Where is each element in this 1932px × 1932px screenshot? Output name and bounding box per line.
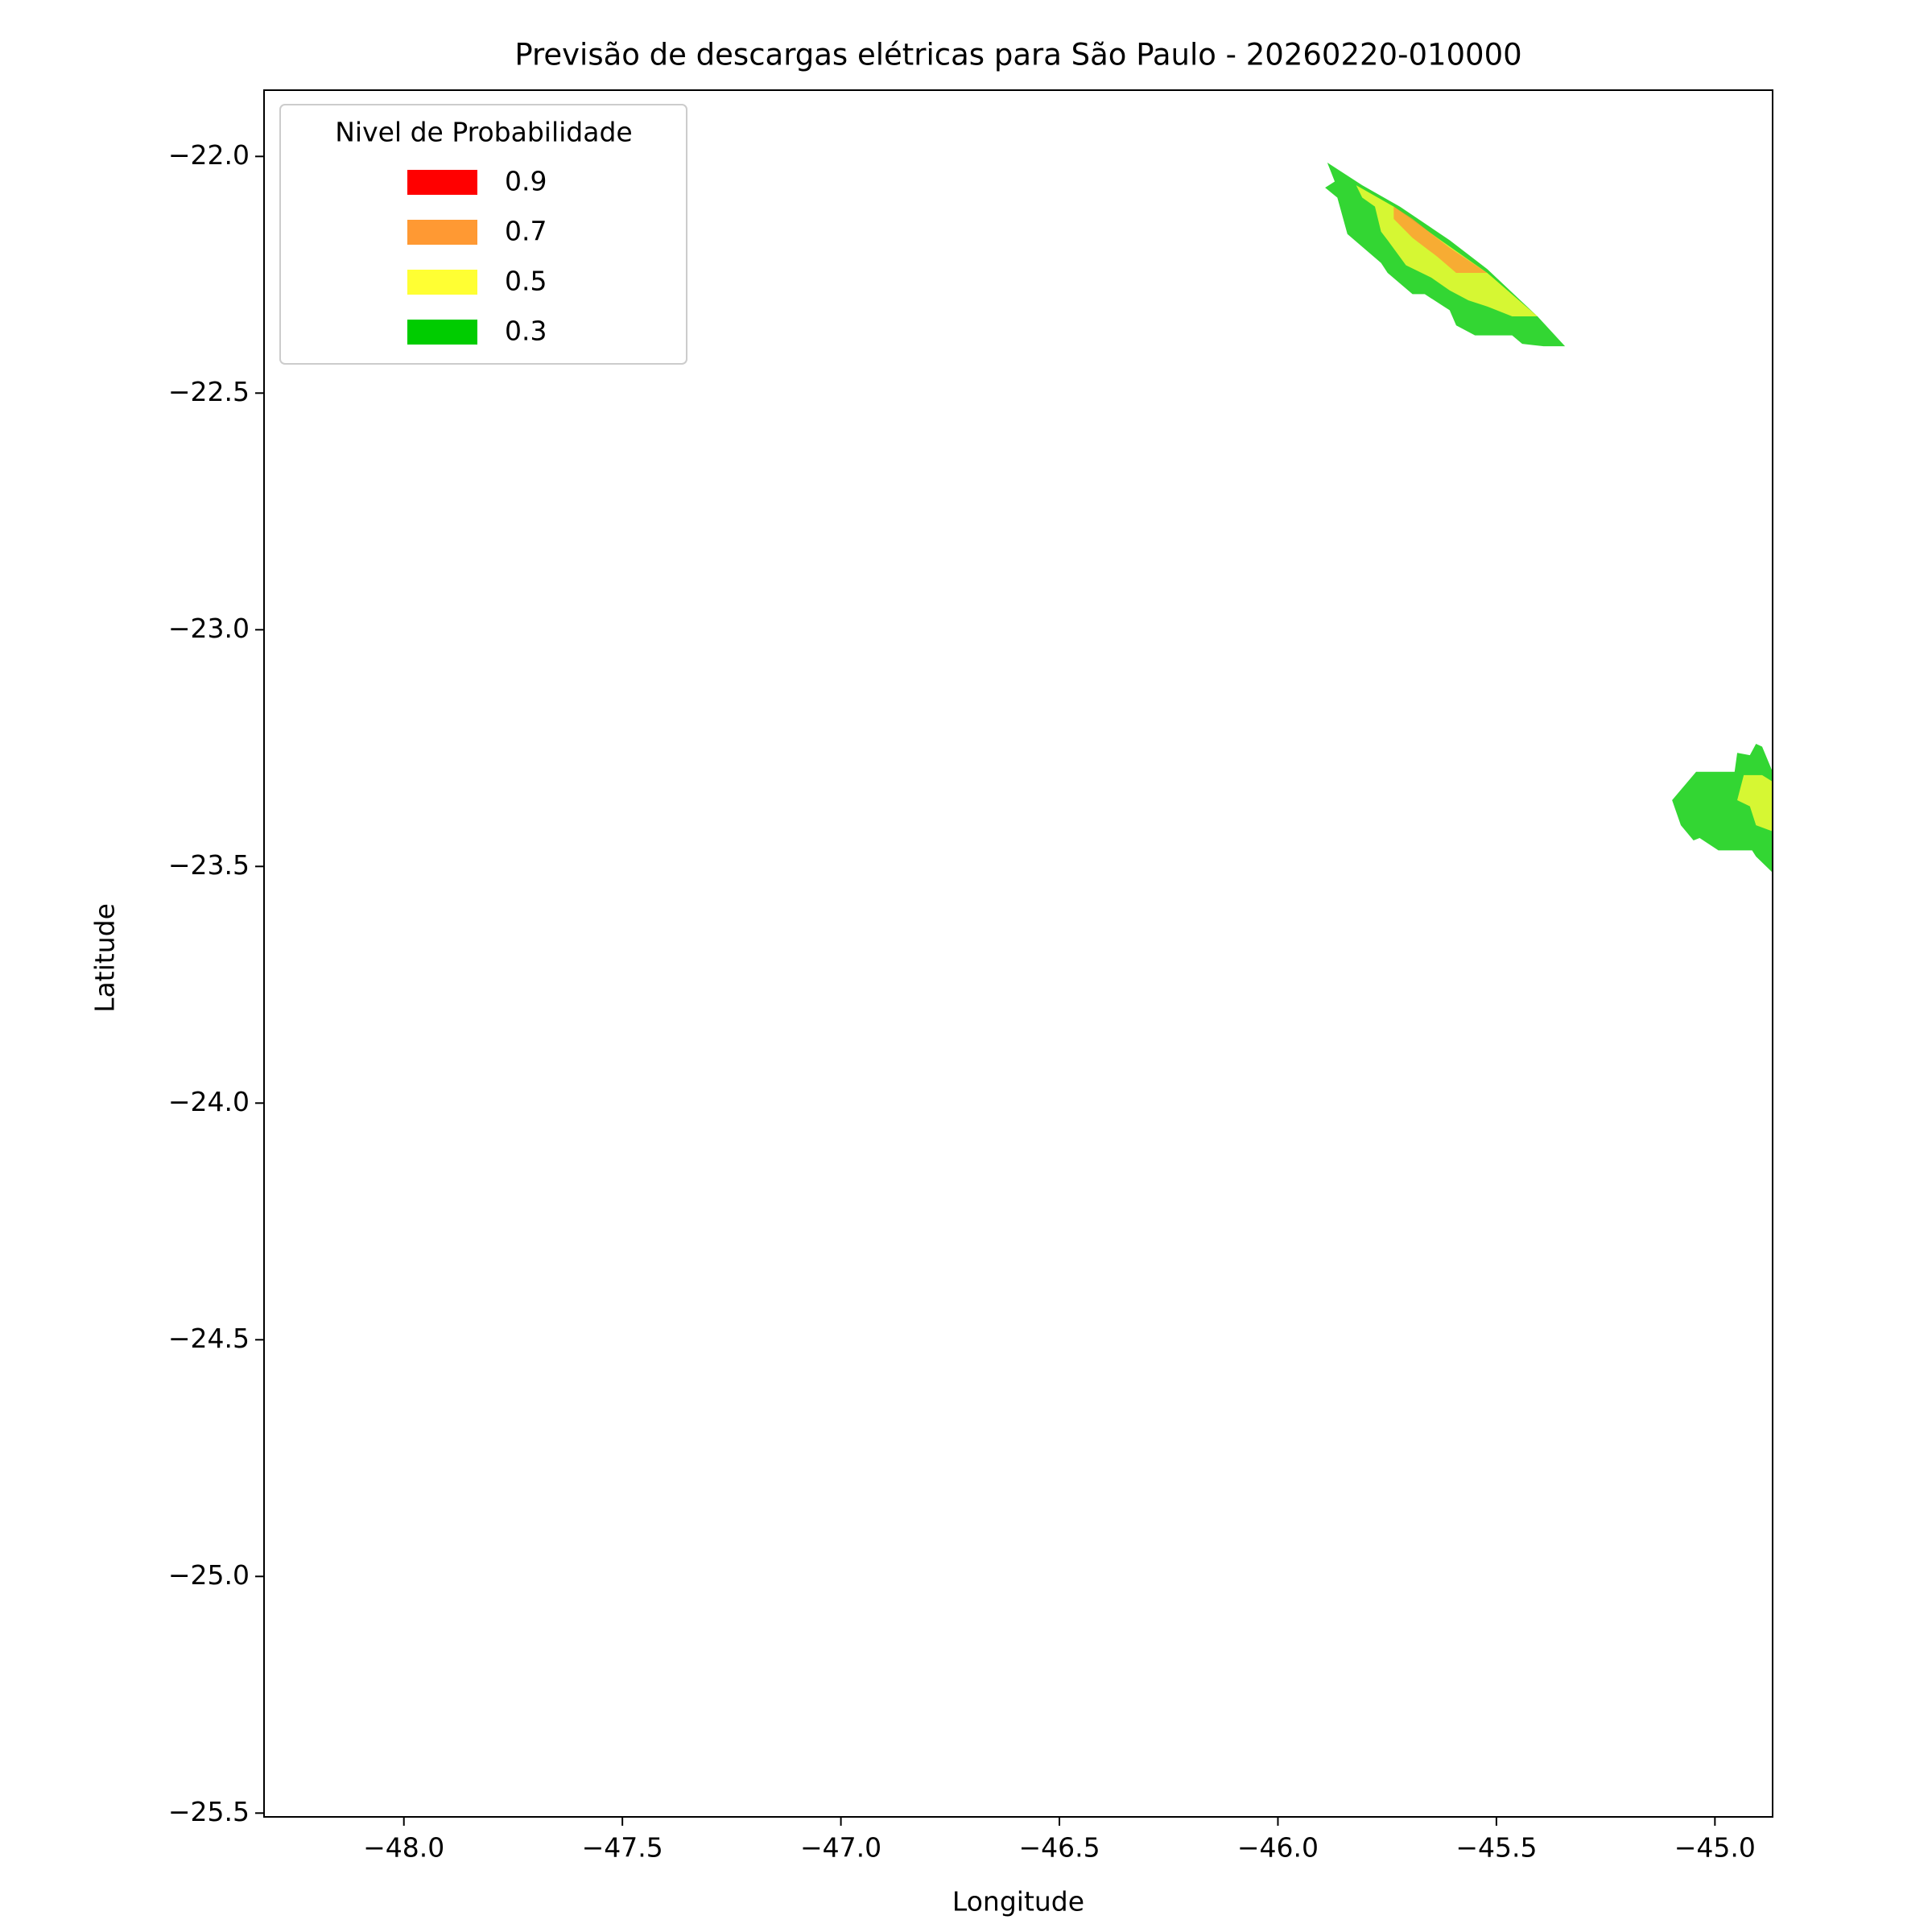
x-tick-label: −47.0 [800, 1832, 881, 1864]
y-tick-label: −25.5 [168, 1796, 250, 1827]
y-tick-label: −22.5 [168, 376, 250, 407]
plot-frame [263, 89, 1773, 1818]
y-tick-label: −24.5 [168, 1323, 250, 1354]
x-tick-label: −46.5 [1018, 1832, 1100, 1864]
y-axis-label: Latitude [89, 903, 121, 1013]
x-tick-label: −45.0 [1674, 1832, 1756, 1864]
x-tick-label: −46.0 [1237, 1832, 1319, 1864]
x-axis-label: Longitude [952, 1886, 1084, 1918]
contour-region [1737, 774, 1773, 832]
y-tick-label: −22.0 [168, 139, 250, 171]
legend: Nivel de Probabilidade 0.9 0.7 0.5 0.3 [279, 104, 687, 365]
y-tick-label: −24.0 [168, 1086, 250, 1117]
x-tick-label: −48.0 [363, 1832, 444, 1864]
legend-label: 0.5 [505, 266, 547, 297]
contour-region [1393, 206, 1488, 273]
legend-label: 0.9 [505, 166, 547, 197]
contour-layer [1325, 162, 1773, 873]
legend-swatch [407, 270, 477, 295]
legend-box [279, 104, 687, 365]
y-tick-label: −23.5 [168, 849, 250, 881]
legend-swatch [407, 220, 477, 245]
chart-title: Previsão de descargas elétricas para São… [514, 38, 1521, 72]
y-tick-label: −25.0 [168, 1559, 250, 1591]
x-tick-label: −45.5 [1455, 1832, 1537, 1864]
legend-swatch [407, 320, 477, 345]
x-tick-label: −47.5 [582, 1832, 663, 1864]
legend-label: 0.3 [505, 316, 547, 347]
legend-swatch [407, 170, 477, 195]
y-tick-label: −23.0 [168, 613, 250, 644]
legend-title: Nivel de Probabilidade [335, 117, 632, 148]
legend-label: 0.7 [505, 216, 547, 247]
